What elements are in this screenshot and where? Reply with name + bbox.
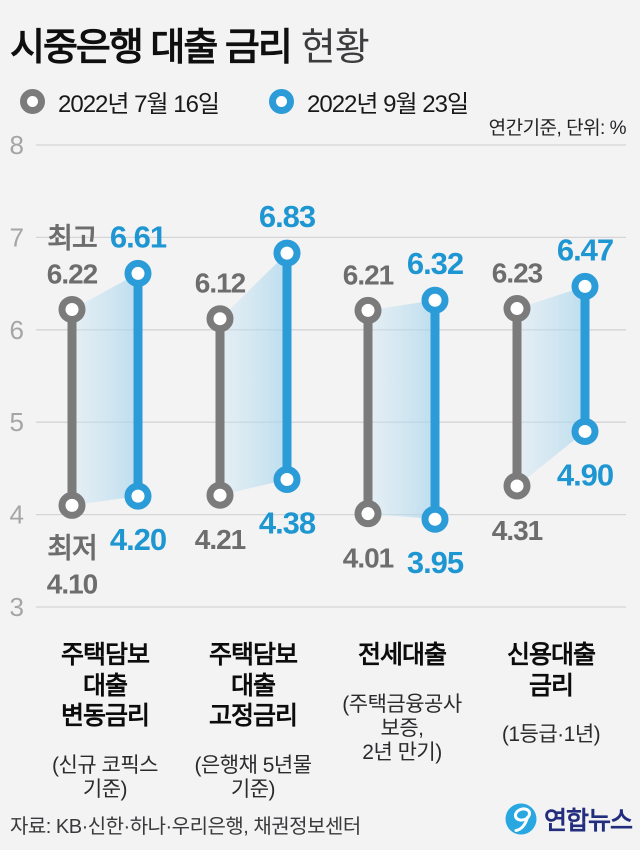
september-low-value-cat3: 4.90 [557, 457, 613, 492]
september-high-value-cat2: 6.32 [407, 246, 463, 281]
low-marker-series0-cat0 [58, 491, 86, 519]
title-main: 시중은행 대출 금리 [10, 27, 293, 69]
july-low-value-cat2: 4.01 [343, 543, 394, 574]
july-low-value-cat1: 4.21 [195, 524, 246, 555]
september-low-value-cat1: 4.38 [259, 505, 316, 540]
category-note: (주택금융공사 보증, 2년 만기) [342, 692, 462, 764]
ytick-label-6: 6 [10, 315, 24, 345]
low-marker-series1-cat0 [124, 482, 152, 510]
high-marker-series1-cat0 [124, 259, 152, 287]
category-jeonse-loan: 전세대출 (주택금융공사 보증, 2년 만기) [317, 622, 487, 783]
category-label: 주택담보 대출 변동금리 [60, 641, 150, 730]
source-credit: 자료: KB·신한·하나·우리은행, 채권정보센터 [10, 816, 361, 838]
september-high-value-cat3: 6.47 [557, 232, 613, 267]
low-annotation: 최저 [47, 532, 97, 563]
title-sub: 현황 [300, 27, 370, 69]
low-marker-series1-cat2 [421, 505, 449, 533]
category-label: 신용대출 금리 [506, 641, 596, 700]
yonhap-logo: 연합뉴스 [503, 800, 633, 838]
september-low-value-cat2: 3.95 [407, 545, 464, 580]
low-marker-series0-cat1 [206, 481, 234, 509]
ytick-label-4: 4 [10, 500, 24, 530]
high-marker-series0-cat0 [58, 295, 86, 323]
legend: 2022년 7월 16일 2022년 9월 23일 [20, 84, 469, 119]
range-band-0 [72, 273, 138, 506]
july-high-value-cat3: 6.23 [492, 258, 543, 289]
high-marker-series1-cat1 [273, 239, 301, 267]
range-band-2 [368, 300, 435, 520]
low-marker-series0-cat3 [503, 472, 531, 500]
page-title: 시중은행 대출 금리 현황 [10, 16, 370, 71]
september-high-value-cat1: 6.83 [259, 199, 316, 234]
legend-label-september: 2022년 9월 23일 [307, 91, 469, 118]
rates-dumbbell-chart: 8 7 6 5 4 3 최고 6.22 최저 4.10 6.61 4.20 6.12 4.21 6.83 4.… [10, 130, 626, 622]
high-marker-series0-cat3 [503, 295, 531, 323]
july-low-value-cat3: 4.31 [492, 515, 543, 546]
range-band-1 [220, 253, 287, 496]
category-credit-loan: 신용대출 금리 (1등급·1년) [466, 622, 636, 765]
ytick-label-5: 5 [10, 407, 24, 437]
category-note: (신규 코픽스 기준) [52, 753, 158, 801]
category-mortgage-variable: 주택담보 대출 변동금리 (신규 코픽스 기준) [20, 622, 190, 820]
july-high-value-cat0: 6.22 [47, 258, 98, 289]
ytick-label-3: 3 [10, 592, 24, 622]
ytick-label-8: 8 [10, 130, 24, 160]
high-annotation: 최고 [47, 222, 97, 253]
yonhap-logo-text: 연합뉴스 [543, 807, 633, 835]
legend-item-july: 2022년 7월 16일 [20, 84, 220, 119]
september-dot-icon [269, 89, 295, 114]
ytick-label-7: 7 [10, 222, 24, 252]
high-marker-series0-cat1 [206, 305, 234, 333]
low-marker-series0-cat2 [354, 500, 382, 528]
july-high-value-cat2: 6.21 [343, 259, 394, 290]
category-note: (1등급·1년) [501, 723, 601, 746]
range-band-3 [517, 286, 585, 486]
high-marker-series1-cat3 [571, 272, 599, 300]
september-low-value-cat0: 4.20 [110, 522, 166, 557]
low-marker-series1-cat3 [571, 417, 599, 445]
legend-label-july: 2022년 7월 16일 [58, 91, 220, 118]
category-label: 주택담보 대출 고정금리 [208, 641, 298, 730]
low-marker-series1-cat1 [273, 465, 301, 493]
unit-note: 연간기준, 단위: % [488, 118, 627, 139]
category-label: 전세대출 [357, 641, 447, 669]
july-high-value-cat1: 6.12 [195, 268, 246, 299]
category-mortgage-fixed: 주택담보 대출 고정금리 (은행채 5년물 기준) [168, 622, 338, 820]
legend-item-september: 2022년 9월 23일 [269, 84, 469, 119]
september-high-value-cat0: 6.61 [110, 219, 167, 254]
july-low-value-cat0: 4.10 [47, 568, 98, 599]
yonhap-logo-icon [505, 803, 537, 835]
category-note: (은행채 5년물 기준) [194, 753, 312, 801]
high-marker-series1-cat2 [421, 286, 449, 314]
high-marker-series0-cat2 [354, 296, 382, 324]
july-dot-icon [20, 89, 45, 114]
